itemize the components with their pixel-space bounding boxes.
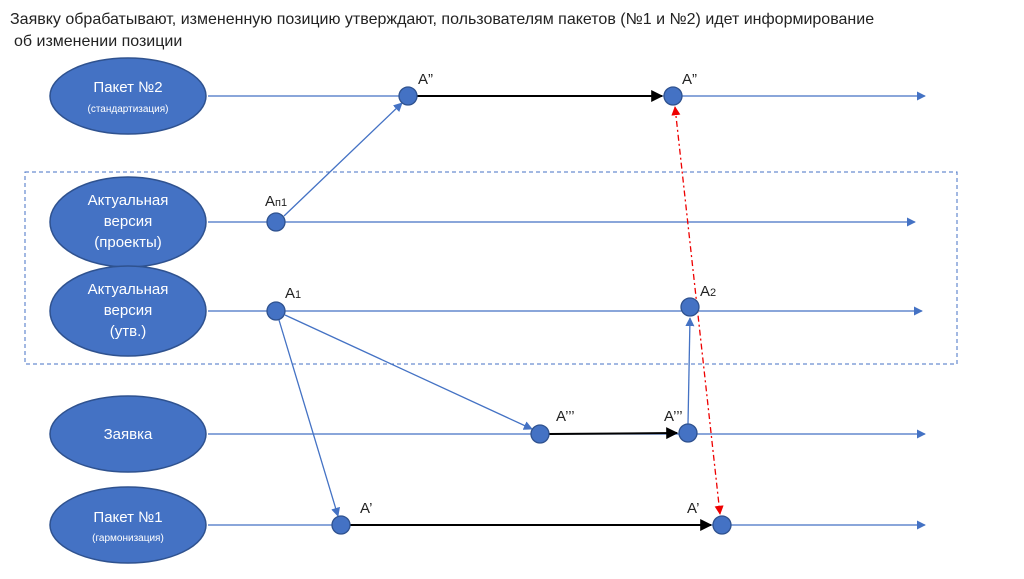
node-label: А’’’	[556, 408, 575, 425]
lane-note: (стандартизация)	[88, 104, 169, 115]
lane-label: Заявка	[104, 426, 153, 443]
nodes	[266, 86, 732, 535]
group-box	[24, 171, 958, 365]
lane-label: (проекты)	[94, 234, 162, 251]
node-sub: п1	[275, 197, 287, 209]
node-label: А	[265, 193, 275, 210]
title: Заявку обрабатывают, измененную позицию …	[10, 11, 874, 28]
lane-label: Актуальная	[88, 192, 169, 209]
node-label: А	[285, 285, 295, 302]
node-label: А’’’	[664, 408, 683, 425]
lane-label: Актуальная	[88, 281, 169, 298]
node-label: А	[700, 283, 710, 300]
node-labels: А” А” Ап1 А1 А2 А’’’ А’’’ А’ А’	[265, 71, 716, 517]
node-sub: 2	[710, 287, 716, 299]
edges	[278, 90, 724, 531]
lane-label: (утв.)	[110, 323, 147, 340]
lane-label: Пакет №2	[93, 79, 162, 96]
node-label: А”	[418, 71, 433, 88]
axes	[208, 91, 926, 530]
node-label: А”	[682, 71, 697, 88]
node-label: А2	[700, 283, 716, 300]
lane-label: Пакет №1	[93, 509, 162, 526]
node-label: Ап1	[265, 193, 287, 210]
node-label: А’	[687, 500, 700, 517]
node-label: А1	[285, 285, 301, 302]
lanes: Пакет №2 (стандартизация) Актуальная вер…	[49, 57, 207, 564]
lane-label: версия	[104, 302, 153, 319]
node-sub: 1	[295, 289, 301, 301]
title: об изменении позиции	[14, 33, 182, 50]
lane-note: (гармонизация)	[92, 533, 164, 544]
node-label: А’	[360, 500, 373, 517]
lane-label: версия	[104, 213, 153, 230]
